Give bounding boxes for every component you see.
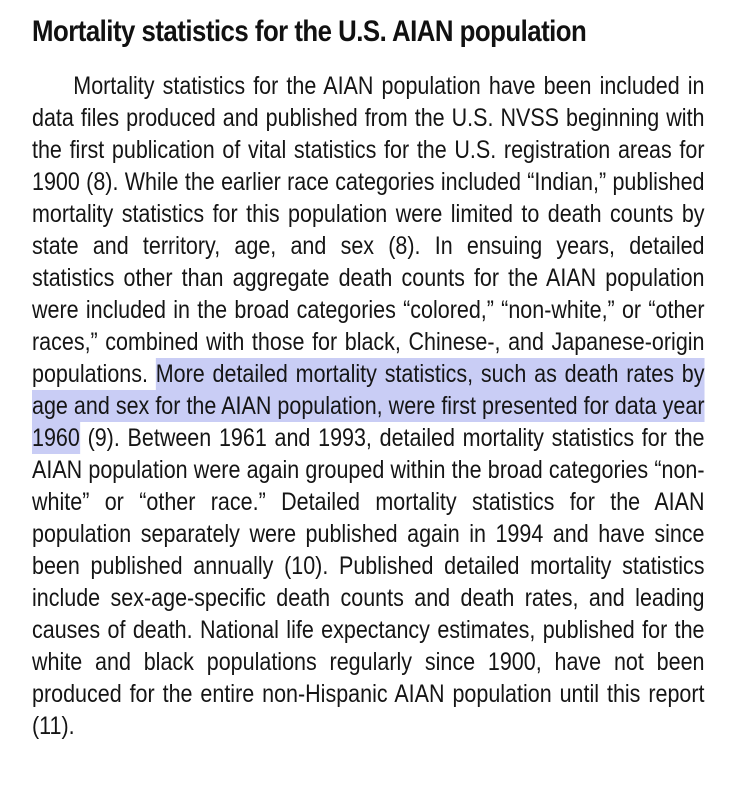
paragraph-text-after-highlight: (9). Between 1961 and 1993, detailed mor… [32,424,705,740]
document-page: Mortality statistics for the U.S. AIAN p… [32,10,705,742]
body-paragraph[interactable]: Mortality statistics for the AIAN popula… [32,70,705,742]
paragraph-text-before-highlight: Mortality statistics for the AIAN popula… [32,72,705,388]
section-heading: Mortality statistics for the U.S. AIAN p… [32,15,587,48]
